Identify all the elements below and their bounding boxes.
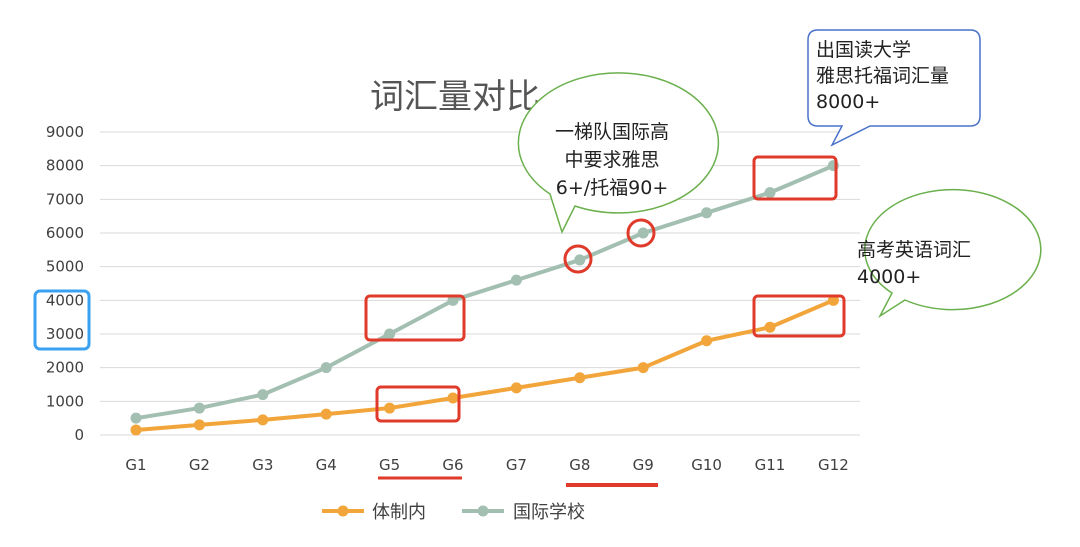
legend-label: 国际学校 <box>513 502 585 523</box>
callout-text: 高考英语词汇 <box>857 239 971 261</box>
x-tick-label: G9 <box>633 456 654 474</box>
y-axis-ticks: 0 1000 2000 3000 4000 5000 6000 7000 8000 9000 <box>46 123 84 444</box>
highlight-box <box>375 385 461 423</box>
x-tick-label: G10 <box>691 456 722 474</box>
data-point <box>447 392 459 404</box>
data-point <box>701 207 713 219</box>
data-point <box>510 382 522 394</box>
y-tick-label: 1000 <box>46 392 84 410</box>
x-tick-label: G7 <box>506 456 527 474</box>
data-point <box>384 402 396 414</box>
data-point <box>637 227 649 239</box>
y-tick-label: 6000 <box>46 224 84 242</box>
x-tick-label: G1 <box>125 456 146 474</box>
x-tick-label: G11 <box>755 456 786 474</box>
callout-shape <box>807 29 981 147</box>
legend-item: 体制内 <box>322 502 426 523</box>
data-point <box>320 408 332 420</box>
x-tick-label: G4 <box>316 456 337 474</box>
legend: 体制内 国际学校 <box>322 502 585 523</box>
data-point <box>193 419 205 431</box>
highlight-box <box>364 294 466 342</box>
x-axis-ticks: G1 G2 G3 G4 G5 G6 G7 G8 G9 G10 G11 G12 <box>125 456 848 474</box>
highlight-box <box>752 155 838 201</box>
data-point <box>764 321 776 333</box>
y-tick-label: 5000 <box>46 258 84 276</box>
data-point <box>130 412 142 424</box>
legend-item: 国际学校 <box>462 502 585 523</box>
y-tick-label: 2000 <box>46 359 84 377</box>
highlight-circle <box>563 244 593 274</box>
data-point <box>257 389 269 401</box>
series-layer <box>130 160 839 436</box>
callout-text: 雅思托福词汇量 <box>816 65 949 87</box>
callout-text: 4000+ <box>857 266 921 288</box>
data-point <box>764 187 776 199</box>
x-tick-label: G5 <box>379 456 400 474</box>
legend-marker <box>337 505 349 517</box>
y-tick-label: 3000 <box>46 325 84 343</box>
callout-text: 8000+ <box>816 91 880 113</box>
data-point <box>447 294 459 306</box>
legend-label: 体制内 <box>372 502 426 523</box>
data-point <box>827 294 839 306</box>
callout-shape <box>517 72 720 234</box>
chart-title: 词汇量对比 <box>370 77 540 117</box>
callout-text: 一梯队国际高 <box>555 121 669 143</box>
callout-text: 中要求雅思 <box>564 149 659 171</box>
callout-gaokao: 高考英语词汇 4000+ <box>857 188 1042 319</box>
gridlines <box>100 131 860 436</box>
data-point <box>320 362 332 374</box>
series-line <box>134 163 836 421</box>
highlight-box-blue <box>33 289 91 351</box>
y-tick-label: 9000 <box>46 123 84 141</box>
data-point <box>574 254 586 266</box>
x-tick-label: G6 <box>442 456 463 474</box>
series-domestic <box>130 294 839 436</box>
callout-text: 6+/托福90+ <box>556 177 669 199</box>
data-point <box>510 274 522 286</box>
x-tick-label: G3 <box>252 456 273 474</box>
callout-text: 出国读大学 <box>816 39 911 61</box>
series-international <box>130 160 839 424</box>
annotation-layer <box>33 155 846 487</box>
legend-marker <box>477 505 489 517</box>
data-point <box>574 372 586 384</box>
series-line <box>134 298 836 432</box>
y-tick-label: 8000 <box>46 157 84 175</box>
y-tick-label: 4000 <box>46 291 84 309</box>
x-tick-label: G8 <box>569 456 590 474</box>
x-tick-label: G2 <box>189 456 210 474</box>
data-point <box>193 402 205 414</box>
x-tick-label: G12 <box>818 456 849 474</box>
highlight-box <box>752 294 846 338</box>
callout-shape <box>864 188 1042 319</box>
y-tick-label: 7000 <box>46 190 84 208</box>
data-point <box>257 414 269 426</box>
data-point <box>637 362 649 374</box>
highlight-circle <box>626 218 656 248</box>
data-point <box>701 335 713 347</box>
data-point <box>384 328 396 340</box>
data-point <box>130 424 142 436</box>
y-tick-label: 0 <box>74 426 84 444</box>
